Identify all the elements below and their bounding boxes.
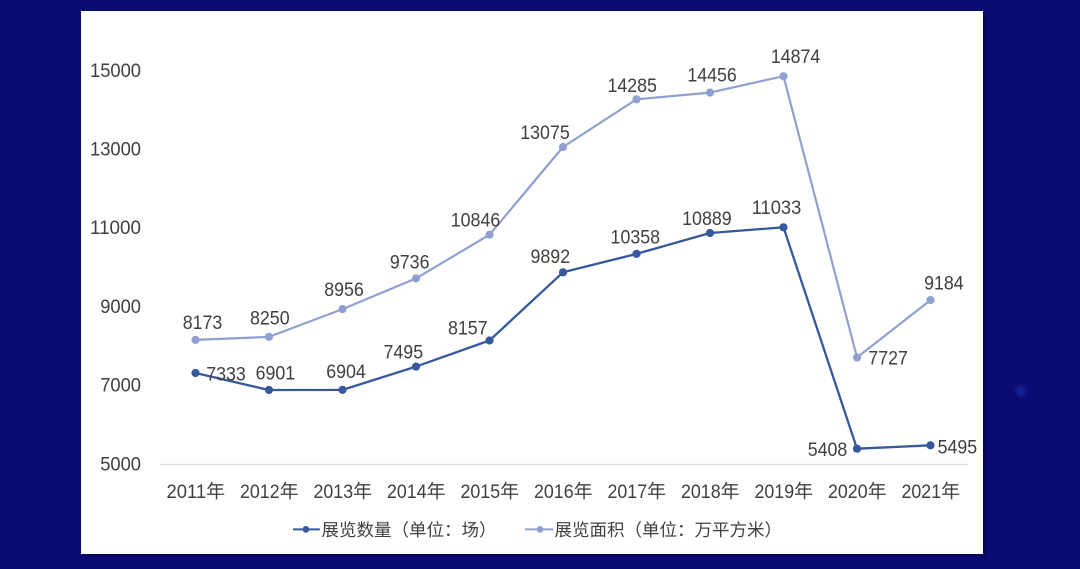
svg-text:5495: 5495 (938, 438, 978, 459)
svg-text:9736: 9736 (390, 253, 430, 274)
svg-text:8173: 8173 (183, 313, 223, 334)
svg-text:13000: 13000 (90, 140, 141, 161)
svg-text:2011: 2011 (167, 482, 207, 503)
svg-text:11000: 11000 (90, 218, 141, 239)
svg-text:5000: 5000 (100, 454, 141, 475)
svg-text:7333: 7333 (206, 364, 246, 385)
svg-text:11033: 11033 (752, 198, 802, 219)
svg-text:2020: 2020 (828, 482, 868, 503)
svg-text:10889: 10889 (682, 209, 732, 230)
svg-text:14874: 14874 (771, 47, 821, 68)
svg-text:9892: 9892 (531, 247, 571, 268)
svg-text:6904: 6904 (326, 362, 366, 383)
svg-text:10358: 10358 (611, 227, 661, 248)
svg-text:8157: 8157 (448, 319, 488, 340)
svg-text:2012: 2012 (240, 482, 280, 503)
svg-text:14456: 14456 (687, 65, 737, 86)
svg-text:8956: 8956 (324, 280, 364, 301)
svg-text:2019: 2019 (755, 482, 795, 503)
svg-text:9184: 9184 (924, 274, 964, 295)
svg-text:2013: 2013 (314, 482, 354, 503)
svg-text:7000: 7000 (100, 376, 141, 397)
svg-text:2018: 2018 (681, 482, 721, 503)
svg-text:7727: 7727 (868, 349, 908, 370)
svg-text:2014: 2014 (387, 482, 427, 503)
svg-text:6901: 6901 (256, 363, 296, 384)
svg-text:2017: 2017 (608, 482, 648, 503)
svg-text:5408: 5408 (808, 440, 848, 461)
svg-text:2021: 2021 (902, 482, 942, 503)
svg-text:2016: 2016 (534, 482, 574, 503)
svg-text:7495: 7495 (384, 343, 424, 364)
svg-text:9000: 9000 (100, 297, 141, 318)
svg-text:10846: 10846 (451, 211, 501, 232)
svg-text:15000: 15000 (90, 61, 141, 82)
svg-text:8250: 8250 (250, 308, 290, 329)
svg-text:13075: 13075 (520, 123, 570, 144)
svg-text:2015: 2015 (461, 482, 501, 503)
svg-text:14285: 14285 (607, 76, 657, 97)
